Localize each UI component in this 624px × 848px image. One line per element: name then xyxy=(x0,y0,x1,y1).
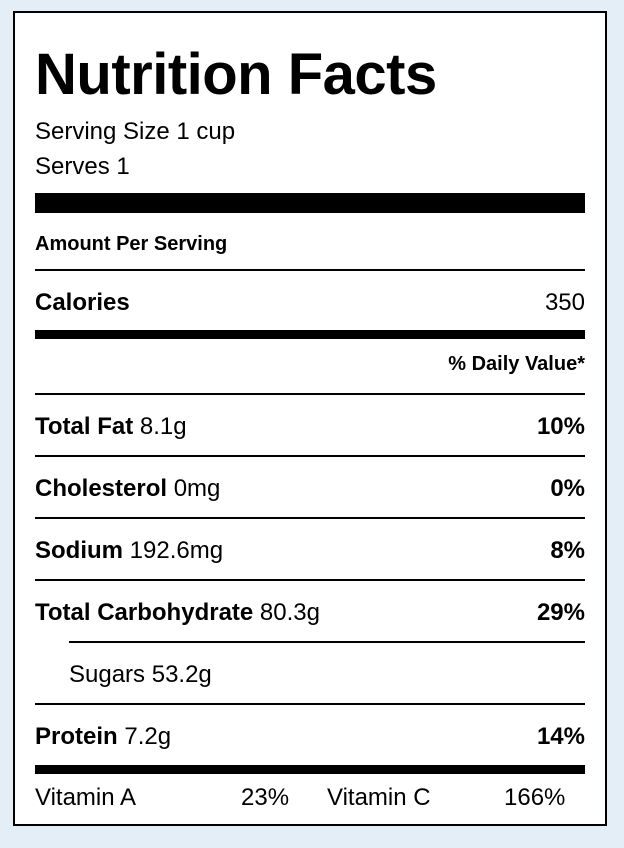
daily-value-header: % Daily Value* xyxy=(448,353,585,375)
divider xyxy=(35,393,585,395)
divider xyxy=(35,703,585,705)
total-carbohydrate-label: Total Carbohydrate xyxy=(35,599,254,626)
cholesterol-amount: 0mg xyxy=(173,475,221,502)
protein-amount: 7.2g xyxy=(124,723,172,750)
sodium-label: Sodium xyxy=(35,537,123,564)
sodium-dv: 8% xyxy=(550,537,585,564)
sugars-label: Sugars xyxy=(69,661,146,688)
total-carbohydrate-dv: 29% xyxy=(536,599,585,626)
serving-size: Serving Size 1 cup xyxy=(35,118,236,145)
thick-divider-bottom xyxy=(35,765,585,774)
medium-divider xyxy=(35,330,585,339)
cholesterol-label: Cholesterol xyxy=(35,475,168,502)
total-fat-label: Total Fat xyxy=(35,413,134,440)
serves: Serves 1 xyxy=(35,153,130,180)
vitamin-a-label: Vitamin A xyxy=(35,784,136,811)
total-carbohydrate-amount: 80.3g xyxy=(259,599,320,626)
calories-label: Calories xyxy=(35,289,130,316)
divider xyxy=(35,579,585,581)
protein-label: Protein xyxy=(35,723,118,750)
divider xyxy=(35,517,585,519)
label-title: Nutrition Facts xyxy=(35,42,437,107)
protein-dv: 14% xyxy=(536,723,585,750)
total-fat-amount: 8.1g xyxy=(139,413,187,440)
sodium-amount: 192.6mg xyxy=(129,537,224,564)
calories-value: 350 xyxy=(544,289,585,316)
amount-per-serving: Amount Per Serving xyxy=(35,233,228,255)
vitamin-a-value: 23% xyxy=(241,784,290,811)
indented-divider xyxy=(69,641,585,643)
thick-divider-top xyxy=(35,193,585,213)
vitamin-c-label: Vitamin C xyxy=(327,784,431,811)
divider xyxy=(35,455,585,457)
divider xyxy=(35,269,585,271)
label-content: Nutrition Facts Serving Size 1 cup Serve… xyxy=(35,13,585,824)
nutrition-facts-label: Nutrition Facts Serving Size 1 cup Serve… xyxy=(13,11,607,826)
vitamin-c-value: 166% xyxy=(504,784,566,811)
total-fat-dv: 10% xyxy=(536,413,585,440)
cholesterol-dv: 0% xyxy=(550,475,585,502)
sugars-amount: 53.2g xyxy=(151,661,212,688)
